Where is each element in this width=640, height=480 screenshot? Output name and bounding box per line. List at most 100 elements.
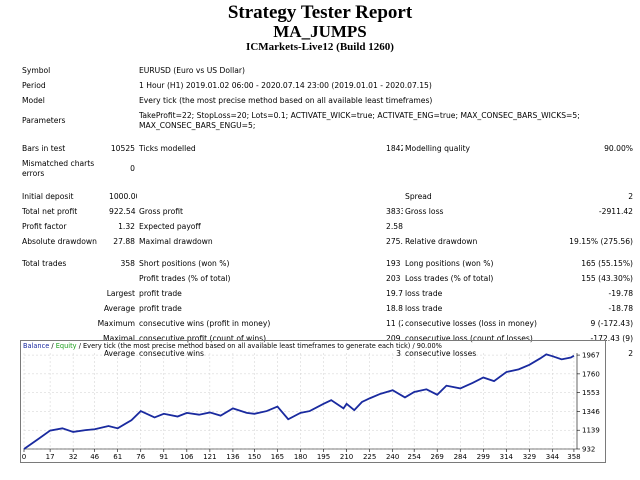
x-tick-label: 46: [90, 453, 99, 461]
report-title: Strategy Tester Report: [227, 2, 413, 23]
x-tick-label: 240: [386, 453, 399, 461]
period-row: Period 1 Hour (H1) 2019.01.02 06:00 - 20…: [20, 78, 635, 93]
average-consec-wins-label: consecutive wins: [139, 348, 205, 358]
model-label: Model: [22, 95, 45, 105]
average-consec-row: Average consecutive wins 3 consecutive l…: [20, 346, 635, 361]
x-tick-label: 254: [407, 453, 421, 461]
total-trades-value: 358: [120, 258, 136, 268]
symbol-value: EURUSD (Euro vs US Dollar): [139, 65, 245, 75]
legend-separator: /: [49, 342, 56, 350]
average-profit-value: 18.89: [386, 303, 403, 313]
long-positions-value: 165 (55.15%): [581, 258, 634, 268]
parameters-value: TakeProfit=22; StopLoss=20; Lots=0.1; AC…: [139, 111, 580, 130]
drawdown-row: Absolute drawdown 27.88 Maximal drawdown…: [20, 234, 635, 249]
y-tick-label: 932: [582, 446, 595, 454]
net-profit-row: Total net profit 922.54 Gross profit 383…: [20, 204, 635, 219]
largest-loss-label: loss trade: [405, 288, 443, 298]
period-value: 1 Hour (H1) 2019.01.02 06:00 - 2020.07.1…: [139, 80, 432, 90]
gross-profit-label: Gross profit: [139, 206, 183, 216]
deposit-row: Initial deposit 1000.00 Spread 2: [20, 189, 635, 204]
x-tick-label: 269: [431, 453, 444, 461]
y-tick-label: 1760: [582, 370, 600, 378]
average-consec-label: Average: [103, 348, 135, 358]
x-tick-label: 329: [523, 453, 536, 461]
profit-factor-value: 1.32: [118, 221, 135, 231]
model-row: Model Every tick (the most precise metho…: [20, 93, 635, 108]
average-label: Average: [103, 303, 135, 313]
x-tick-label: 284: [454, 453, 468, 461]
profit-loss-trades-row: Profit trades (% of total) 203 (56.70%) …: [20, 271, 635, 286]
mismatch-value: 0: [130, 164, 135, 173]
net-profit-value: 922.54: [109, 206, 136, 216]
short-positions-label: Short positions (won %): [139, 258, 230, 268]
x-tick-label: 314: [500, 453, 514, 461]
average-loss-label: loss trade: [405, 303, 443, 313]
total-trades-label: Total trades: [22, 258, 67, 268]
bars-label: Bars in test: [22, 143, 66, 153]
x-tick-label: 210: [340, 453, 353, 461]
x-tick-label: 180: [294, 453, 307, 461]
x-tick-label: 136: [226, 453, 240, 461]
x-tick-label: 195: [317, 453, 330, 461]
parameters-label: Parameters: [22, 116, 66, 125]
expected-payoff-label: Expected payoff: [139, 221, 201, 231]
ticks-label: Ticks modelled: [139, 143, 196, 153]
largest-label: Largest: [106, 288, 135, 298]
x-tick-label: 17: [46, 453, 55, 461]
mismatch-row: Mismatched charts errors 0: [20, 156, 635, 182]
gross-loss-value: -2911.42: [598, 206, 634, 216]
server-name: ICMarkets-Live12 (Build 1260): [246, 41, 394, 53]
balance-line: [23, 353, 575, 450]
symbol-row: Symbol EURUSD (Euro vs US Dollar): [20, 63, 635, 78]
gross-loss-label: Gross loss: [405, 206, 444, 216]
spread-label: Spread: [405, 191, 432, 201]
absolute-drawdown-label: Absolute drawdown: [22, 236, 97, 246]
loss-trades-value: 155 (43.30%): [581, 273, 634, 283]
relative-drawdown-label: Relative drawdown: [405, 236, 478, 246]
profit-factor-label: Profit factor: [22, 221, 67, 231]
total-trades-row: Total trades 358 Short positions (won %)…: [20, 256, 635, 271]
max-consec-wins-label: consecutive wins (profit in money): [139, 318, 271, 328]
legend-balance: Balance: [23, 342, 50, 350]
largest-row: Largest profit trade 19.72 loss trade -1…: [20, 286, 635, 301]
x-tick-label: 61: [113, 453, 122, 461]
expert-name: MA_JUMPS: [273, 22, 367, 41]
absolute-drawdown-value: 27.88: [113, 236, 135, 246]
deposit-label: Initial deposit: [22, 191, 74, 201]
ticks-value: 18421213: [386, 143, 403, 153]
chart-legend: Balance / Equity / Every tick (the most …: [23, 342, 442, 350]
equity-line: [23, 353, 575, 450]
x-tick-label: 0: [22, 453, 26, 461]
maximal-label: Maximal: [103, 333, 135, 343]
x-tick-label: 299: [477, 453, 490, 461]
y-tick-label: 1553: [582, 389, 600, 397]
bars-value: 10525: [110, 143, 135, 153]
gross-profit-value: 3833.96: [386, 206, 403, 216]
parameters-row: Parameters TakeProfit=22; StopLoss=20; L…: [20, 108, 635, 134]
average-row: Average profit trade 18.89 loss trade -1…: [20, 301, 635, 316]
maximal-consec-profit-label: consecutive profit (count of wins): [139, 333, 267, 343]
profit-trades-label: Profit trades (% of total): [139, 273, 231, 283]
long-positions-label: Long positions (won %): [405, 258, 494, 268]
largest-profit-value: 19.72: [386, 288, 403, 298]
x-tick-label: 165: [271, 453, 284, 461]
average-consec-wins-value: 3: [396, 348, 401, 358]
x-tick-label: 121: [203, 453, 216, 461]
profit-trades-value: 203 (56.70%): [386, 273, 403, 283]
x-tick-label: 225: [363, 453, 376, 461]
balance-chart: 0 17 32 46 61 76 91 106 121 136 150 165 180 195 210 225…: [20, 340, 606, 463]
average-consec-losses-label: consecutive losses: [405, 348, 477, 358]
average-loss-value: -18.78: [608, 303, 634, 313]
x-tick-label: 150: [248, 453, 261, 461]
profit-factor-row: Profit factor 1.32 Expected payoff 2.58: [20, 219, 635, 234]
legend-equity: Equity: [55, 342, 77, 350]
short-positions-value: 193 (58.03%): [386, 258, 403, 268]
largest-profit-label: profit trade: [139, 288, 182, 298]
net-profit-label: Total net profit: [22, 206, 78, 216]
maximal-consec-loss-label: consecutive loss (count of losses): [405, 333, 533, 343]
spread-value: 2: [628, 191, 634, 201]
y-tick-label: 1139: [582, 427, 600, 435]
legend-description: / Every tick (the most precise method ba…: [76, 342, 442, 350]
maximal-row: Maximal consecutive profit (count of win…: [20, 331, 635, 346]
y-tick-label: 1967: [582, 352, 600, 360]
